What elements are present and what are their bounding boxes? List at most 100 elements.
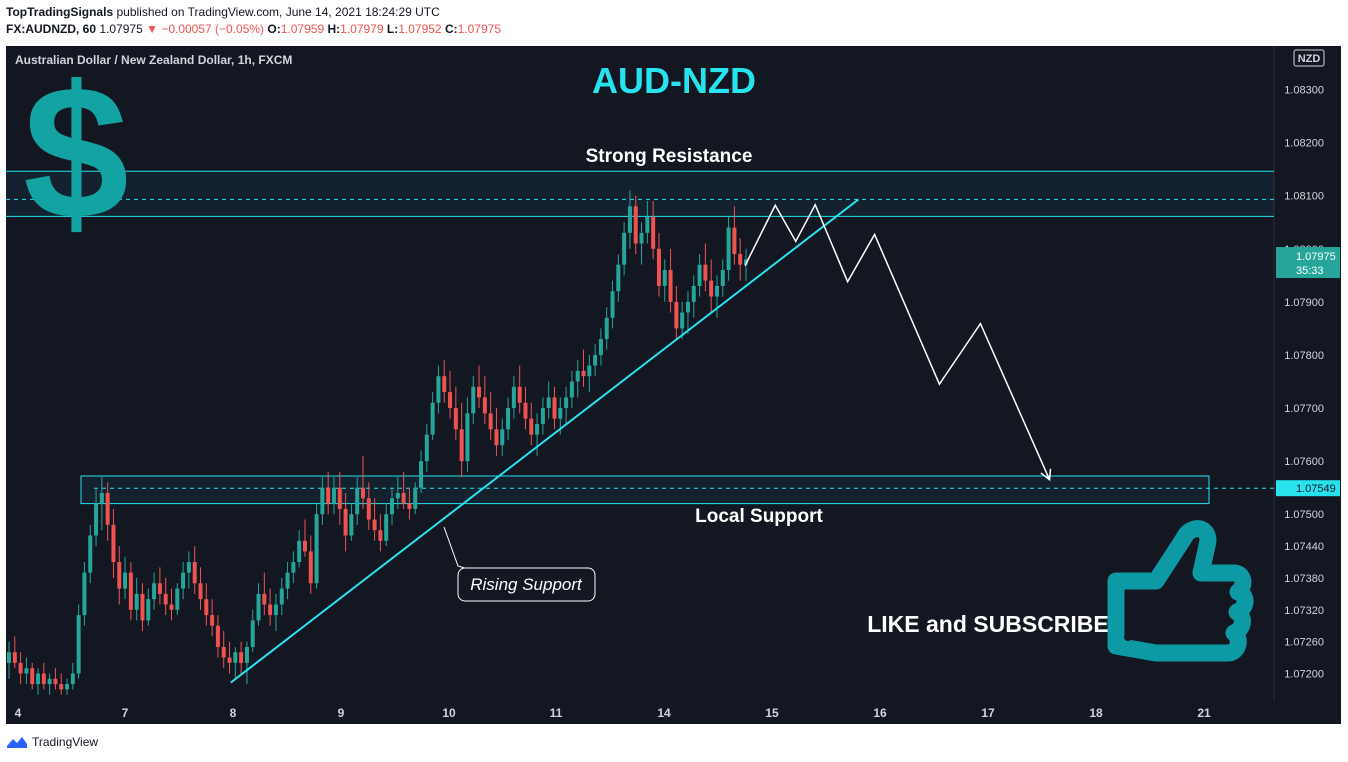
high-label: H:: [327, 22, 341, 36]
candle-body: [117, 562, 122, 589]
publish-line: TopTradingSignals published on TradingVi…: [6, 5, 440, 19]
candle: [424, 423, 429, 472]
x-tick-label: 15: [765, 706, 779, 720]
candle: [134, 577, 139, 621]
candle-body: [99, 492, 104, 504]
tradingview-logo-icon[interactable]: [6, 735, 28, 749]
candle: [685, 291, 690, 334]
candle: [546, 381, 551, 419]
candle: [146, 588, 151, 626]
candle-body: [593, 354, 598, 366]
candle-body: [587, 365, 592, 377]
publisher-name[interactable]: TopTradingSignals: [6, 5, 114, 19]
candle-body: [65, 684, 70, 690]
candle: [627, 190, 632, 249]
candle-body: [204, 599, 209, 616]
candle: [616, 254, 621, 302]
candle: [691, 275, 696, 318]
candle-body: [239, 652, 244, 663]
candle-body: [390, 498, 395, 515]
footer-brand[interactable]: TradingView: [32, 735, 99, 749]
candle: [360, 455, 365, 509]
candle-body: [314, 514, 319, 584]
candle-countdown: 35:33: [1296, 265, 1324, 277]
candle: [366, 482, 371, 531]
candle: [123, 556, 128, 600]
currency-badge: [1293, 49, 1325, 67]
candle: [535, 413, 540, 456]
candle-body: [105, 492, 110, 525]
candle: [453, 386, 458, 440]
candle-body: [662, 270, 667, 286]
candle-body: [181, 572, 186, 589]
x-tick-label: 14: [657, 706, 671, 720]
candle-body: [622, 232, 627, 265]
candle-body: [360, 487, 365, 499]
candle-body: [7, 652, 11, 663]
candle-body: [331, 487, 336, 504]
candle-body: [384, 514, 389, 541]
candle-body: [558, 408, 563, 419]
candle-body: [320, 487, 325, 515]
y-tick-label: 1.08100: [1284, 191, 1324, 203]
candle: [157, 567, 162, 605]
candle: [198, 567, 203, 610]
candle: [587, 354, 592, 393]
support-price-tag-bg: [1276, 480, 1340, 497]
cta-text: LIKE and SUBSCRIBE: [867, 611, 1109, 637]
candle-body: [175, 588, 180, 610]
candle: [697, 254, 702, 297]
candle: [221, 631, 226, 669]
candle: [465, 397, 470, 472]
candle-body: [407, 503, 412, 509]
candle: [349, 503, 354, 541]
candle-body: [569, 381, 574, 398]
candle-body: [146, 599, 151, 621]
candle-body: [453, 408, 458, 430]
candle: [384, 503, 389, 547]
candle-body: [256, 593, 261, 621]
drawings-layer: [230, 198, 1052, 684]
candle-body: [506, 408, 511, 430]
candle-body: [738, 254, 743, 265]
candle: [105, 482, 110, 541]
candle-body: [564, 397, 569, 409]
candle: [482, 376, 487, 424]
chart-area[interactable]: 1.083001.082001.081001.080001.079001.078…: [6, 46, 1341, 724]
candle: [407, 487, 412, 520]
y-tick-label: 1.07800: [1284, 350, 1324, 362]
resistance-label: Strong Resistance: [586, 146, 753, 167]
candle-body: [355, 487, 360, 515]
candle-body: [70, 673, 75, 685]
candle: [726, 216, 731, 281]
candle: [192, 546, 197, 594]
candle-body: [442, 376, 447, 393]
candle: [117, 546, 122, 605]
candle-body: [337, 487, 342, 509]
candle: [419, 450, 424, 493]
candle: [331, 477, 336, 515]
candle: [250, 609, 255, 653]
candle: [181, 562, 186, 600]
candle: [239, 641, 244, 674]
candle: [169, 588, 174, 621]
low-label: L:: [386, 22, 399, 36]
candle: [326, 471, 331, 515]
y-tick-label: 1.07440: [1284, 541, 1324, 553]
x-tick-label: 4: [15, 706, 22, 720]
support-zone: [80, 475, 1210, 505]
candle-body: [30, 668, 35, 685]
axis-layer: 1.083001.082001.081001.080001.079001.078…: [15, 85, 1324, 721]
candle: [256, 583, 261, 626]
candle: [390, 487, 395, 525]
candle: [337, 471, 342, 525]
candle: [656, 232, 661, 297]
candle-body: [128, 572, 133, 610]
candle-body: [651, 216, 656, 249]
candle-body: [401, 492, 406, 504]
candle: [308, 535, 313, 594]
low-value: 1.07952: [398, 22, 442, 36]
candle-body: [372, 519, 377, 531]
support-price-value: 1.07549: [1296, 483, 1336, 495]
candle-body: [465, 413, 470, 462]
